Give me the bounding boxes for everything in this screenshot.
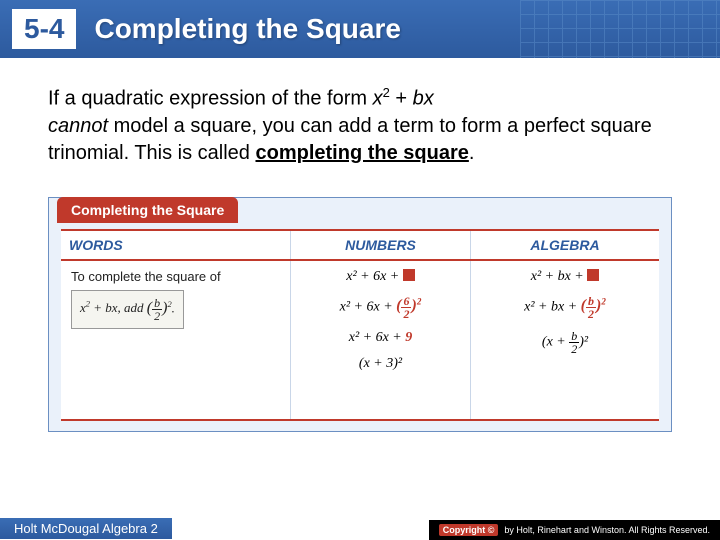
body-paragraph: If a quadratic expression of the form x2…: [0, 58, 720, 187]
header-grid-decoration: [520, 0, 720, 58]
col-header-numbers: NUMBERS: [291, 231, 471, 259]
expr-plus: +: [390, 88, 413, 110]
copyright-text: by Holt, Rinehart and Winston. All Right…: [504, 525, 710, 535]
copyright-badge: Copyright ©: [439, 524, 499, 536]
alg-r3-post: )²: [579, 334, 588, 349]
alg-r3-den: 2: [569, 343, 579, 355]
slide-title: Completing the Square: [94, 13, 400, 45]
alg-r2-den: 2: [586, 308, 596, 320]
algebra-cell: x² + bx + x² + bx + (b2)2 (x + b2)²: [471, 261, 659, 419]
footer-textbook-name: Holt McDougal Algebra 2: [0, 518, 172, 539]
words-expression-box: x2 + bx, add (b2)2.: [71, 290, 184, 329]
algebra-row-3: (x + b2)²: [542, 330, 588, 355]
slide-header: 5-4 Completing the Square: [0, 0, 720, 58]
section-number-badge: 5-4: [12, 9, 76, 49]
numbers-row-3: x² + 6x + 9: [349, 330, 413, 346]
num-r2: x² + 6x +: [340, 299, 397, 314]
words-intro: To complete the square of: [71, 269, 221, 284]
table-body-row: To complete the square of x2 + bx, add (…: [61, 261, 659, 421]
num-r1: x² + 6x +: [346, 269, 403, 284]
col-header-words: WORDS: [61, 231, 291, 259]
footer-copyright: Copyright © by Holt, Rinehart and Winsto…: [429, 520, 720, 540]
slide-footer: Holt McDougal Algebra 2 Copyright © by H…: [0, 516, 720, 540]
reference-table-panel: Completing the Square WORDS NUMBERS ALGE…: [48, 197, 672, 432]
alg-r2-num: b: [586, 295, 596, 308]
alg-r1: x² + bx +: [531, 269, 588, 284]
words-plus-bx: + bx, add: [90, 300, 147, 315]
alg-r3-pre: (x +: [542, 334, 569, 349]
red-square-icon: [403, 269, 415, 281]
algebra-row-1: x² + bx +: [531, 269, 600, 285]
numbers-row-4: (x + 3)²: [359, 356, 402, 372]
expr-squared: 2: [383, 85, 390, 100]
algebra-row-2: x² + bx + (b2)2: [524, 295, 606, 320]
num-r3: x² + 6x +: [349, 330, 406, 345]
num-r2-den: 2: [401, 308, 411, 320]
expr-bx: bx: [413, 88, 434, 110]
num-r2-num: 6: [401, 295, 411, 308]
body-period: .: [469, 142, 475, 164]
reference-table: WORDS NUMBERS ALGEBRA To complete the sq…: [61, 229, 659, 421]
red-square-icon: [587, 269, 599, 281]
numbers-cell: x² + 6x + x² + 6x + (62)2 x² + 6x + 9 (x…: [291, 261, 471, 419]
table-tab-label: Completing the Square: [57, 197, 238, 223]
table-header-row: WORDS NUMBERS ALGEBRA: [61, 229, 659, 261]
alg-r3-num: b: [569, 330, 579, 343]
num-r3-val: 9: [405, 330, 412, 345]
words-cell: To complete the square of x2 + bx, add (…: [61, 261, 291, 419]
col-header-algebra: ALGEBRA: [471, 231, 659, 259]
body-text-1: If a quadratic expression of the form: [48, 88, 373, 110]
numbers-row-2: x² + 6x + (62)2: [340, 295, 422, 320]
numbers-row-1: x² + 6x +: [346, 269, 415, 285]
expr-x: x: [373, 88, 383, 110]
body-cannot: cannot: [48, 115, 108, 137]
alg-r2: x² + bx +: [524, 299, 581, 314]
key-term: completing the square: [255, 142, 468, 164]
